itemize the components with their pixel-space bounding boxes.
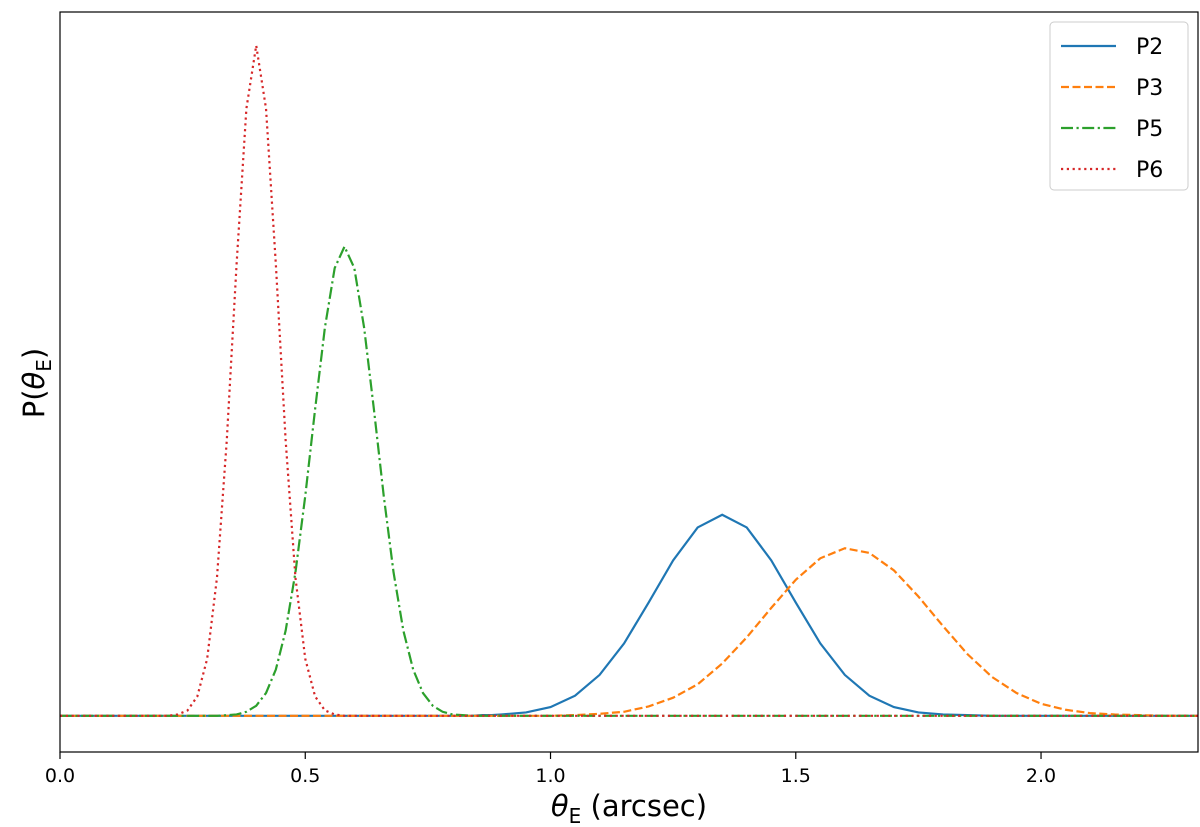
y-label-subscript: E	[32, 359, 56, 372]
x-label-unit: (arcsec)	[581, 789, 707, 823]
legend-label: P2	[1136, 35, 1163, 60]
x-axis-label: θE (arcsec)	[551, 789, 707, 827]
y-label-suffix: )	[17, 348, 51, 359]
x-tick-label: 1.0	[535, 765, 565, 787]
x-tick-label: 0.5	[290, 765, 320, 787]
legend-label: P5	[1136, 117, 1163, 142]
legend-label: P6	[1136, 158, 1163, 183]
series-line	[60, 513, 1198, 717]
y-label-prefix: P(	[17, 389, 51, 418]
y-label-symbol: θ	[17, 371, 51, 389]
x-label-symbol: θ	[551, 789, 569, 823]
y-axis-label: P(θE)	[17, 348, 56, 419]
series-line	[60, 45, 1198, 717]
plot-frame	[59, 11, 1199, 753]
x-label-subscript: E	[569, 804, 582, 827]
x-tick-label: 0.0	[45, 765, 75, 787]
series-line	[60, 547, 1198, 717]
legend-label: P3	[1136, 76, 1163, 101]
series-line	[60, 243, 1198, 717]
legend-box	[1049, 21, 1189, 191]
x-tick-label: 2.0	[1026, 765, 1056, 787]
x-tick-label: 1.5	[781, 765, 811, 787]
